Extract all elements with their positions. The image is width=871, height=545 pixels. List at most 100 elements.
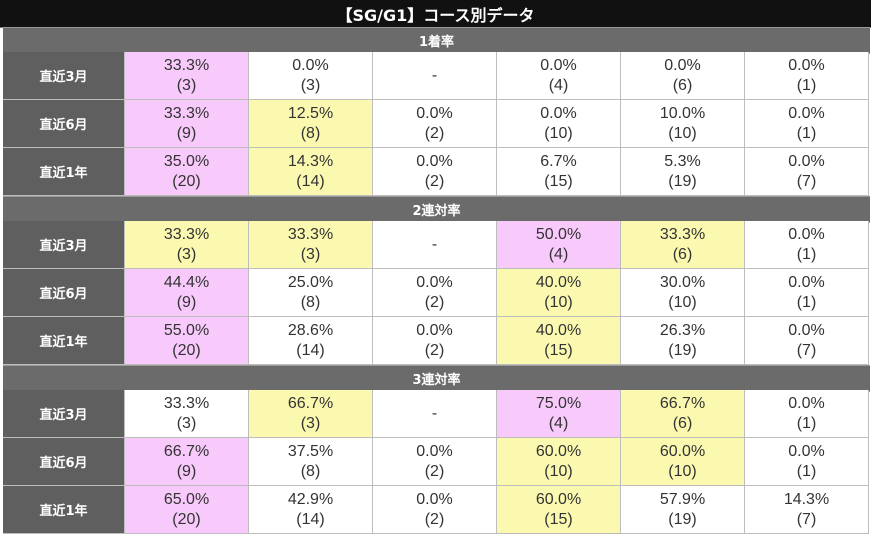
stat-percent: 30.0% xyxy=(659,273,706,291)
stat-percent: - xyxy=(431,66,438,84)
stat-percent: 33.3% xyxy=(163,394,210,412)
stat-cell: 0.0% (7) xyxy=(745,148,869,196)
stat-cell: 33.3% (6) xyxy=(621,221,745,269)
stat-count: (2) xyxy=(424,124,445,142)
stat-cell: 5.3% (19) xyxy=(621,148,745,196)
stat-percent: 0.0% xyxy=(540,104,577,122)
stat-count: (14) xyxy=(296,341,325,359)
stat-cell: 35.0% (20) xyxy=(125,148,249,196)
stat-count: (7) xyxy=(796,341,817,359)
table-row: 直近3月 33.3% (3) 33.3% (3) - 50.0% (4) 33.3% (6) 0.0… xyxy=(3,221,870,269)
row-label: 直近6月 xyxy=(3,269,125,317)
stat-cell: 14.3% (7) xyxy=(745,486,869,534)
row-label: 直近1年 xyxy=(3,486,125,534)
stat-cell: 0.0% (1) xyxy=(745,390,869,438)
stat-cell: 28.6% (14) xyxy=(249,317,373,365)
stat-cell: 0.0% (2) xyxy=(373,438,497,486)
stat-cell: 0.0% (4) xyxy=(497,52,621,100)
stat-count: (3) xyxy=(300,245,321,263)
stat-cell: 60.0% (10) xyxy=(621,438,745,486)
stat-count: (19) xyxy=(668,172,697,190)
stat-cell: 0.0% (6) xyxy=(621,52,745,100)
stat-cell: 33.3% (3) xyxy=(125,52,249,100)
stat-percent: 44.4% xyxy=(163,273,210,291)
stat-percent: 33.3% xyxy=(163,104,210,122)
row-label: 直近3月 xyxy=(3,390,125,438)
stat-cell: 14.3% (14) xyxy=(249,148,373,196)
stat-cell: 55.0% (20) xyxy=(125,317,249,365)
stat-cell: 0.0% (1) xyxy=(745,221,869,269)
stat-cell: 50.0% (4) xyxy=(497,221,621,269)
stat-cell: 0.0% (1) xyxy=(745,100,869,148)
stat-count: (3) xyxy=(176,76,197,94)
stat-cell: 26.3% (19) xyxy=(621,317,745,365)
stat-cell: 0.0% (2) xyxy=(373,317,497,365)
stat-cell: 33.3% (3) xyxy=(125,221,249,269)
stat-percent: 14.3% xyxy=(287,152,334,170)
stat-cell: 33.3% (3) xyxy=(249,221,373,269)
stat-percent: 0.0% xyxy=(540,56,577,74)
stat-cell: - xyxy=(373,390,497,438)
stat-cell: 0.0% (7) xyxy=(745,317,869,365)
stat-cell: 33.3% (3) xyxy=(125,390,249,438)
stat-cell: 60.0% (15) xyxy=(497,486,621,534)
stat-count: (19) xyxy=(668,341,697,359)
stat-count: (4) xyxy=(548,414,569,432)
stat-count: (3) xyxy=(300,76,321,94)
stat-count: (10) xyxy=(668,462,697,480)
stat-cell: - xyxy=(373,52,497,100)
stat-count: (10) xyxy=(544,293,573,311)
stat-count: (1) xyxy=(796,414,817,432)
stat-count: (9) xyxy=(176,124,197,142)
stat-percent: 57.9% xyxy=(659,490,706,508)
stat-count: (3) xyxy=(176,245,197,263)
stat-percent: 42.9% xyxy=(287,490,334,508)
table-row: 直近6月 33.3% (9) 12.5% (8) 0.0% (2) 0.0% (10) 10.0%… xyxy=(3,100,870,148)
stat-percent: 28.6% xyxy=(287,321,334,339)
stat-percent: 33.3% xyxy=(659,225,706,243)
stat-count: (20) xyxy=(172,172,201,190)
stat-count: (10) xyxy=(668,293,697,311)
stat-count: (10) xyxy=(544,462,573,480)
stat-count: (1) xyxy=(796,245,817,263)
stat-count: (6) xyxy=(672,245,693,263)
stat-cell: 37.5% (8) xyxy=(249,438,373,486)
stat-count: (14) xyxy=(296,510,325,528)
stat-cell: 44.4% (9) xyxy=(125,269,249,317)
stat-cell: - xyxy=(373,221,497,269)
stat-cell: 0.0% (2) xyxy=(373,269,497,317)
stat-percent: 0.0% xyxy=(292,56,329,74)
stat-cell: 6.7% (15) xyxy=(497,148,621,196)
stat-count: (20) xyxy=(172,510,201,528)
stat-percent: 60.0% xyxy=(659,442,706,460)
stat-percent: 35.0% xyxy=(163,152,210,170)
table-row: 直近6月 66.7% (9) 37.5% (8) 0.0% (2) 60.0% (10) 60.0… xyxy=(3,438,870,486)
table-row: 直近6月 44.4% (9) 25.0% (8) 0.0% (2) 40.0% (10) 30.0… xyxy=(3,269,870,317)
stat-percent: 6.7% xyxy=(540,152,577,170)
table-row: 直近3月 33.3% (3) 0.0% (3) - 0.0% (4) 0.0% (6) 0.0% (1… xyxy=(3,52,870,100)
stat-percent: 0.0% xyxy=(416,490,453,508)
stat-percent: 0.0% xyxy=(788,321,825,339)
row-label: 直近6月 xyxy=(3,438,125,486)
stat-count: (7) xyxy=(796,510,817,528)
stat-percent: 60.0% xyxy=(535,442,582,460)
stat-percent: 0.0% xyxy=(788,394,825,412)
stat-count: (7) xyxy=(796,172,817,190)
stat-cell: 0.0% (10) xyxy=(497,100,621,148)
stat-cell: 42.9% (14) xyxy=(249,486,373,534)
stat-count: (6) xyxy=(672,414,693,432)
stat-cell: 0.0% (1) xyxy=(745,269,869,317)
stat-percent: 40.0% xyxy=(535,273,582,291)
table-row: 直近1年 55.0% (20) 28.6% (14) 0.0% (2) 40.0% (15) 26… xyxy=(3,317,870,365)
stat-count: (1) xyxy=(796,462,817,480)
stat-percent: 0.0% xyxy=(416,152,453,170)
table-row: 直近1年 35.0% (20) 14.3% (14) 0.0% (2) 6.7% (15) 5.3… xyxy=(3,148,870,196)
section-header: 2連対率 xyxy=(3,196,870,223)
stat-percent: 55.0% xyxy=(163,321,210,339)
stat-percent: 14.3% xyxy=(783,490,830,508)
stat-percent: 26.3% xyxy=(659,321,706,339)
stat-count: (2) xyxy=(424,293,445,311)
row-label: 直近1年 xyxy=(3,317,125,365)
stat-count: (8) xyxy=(300,462,321,480)
table-row: 直近3月 33.3% (3) 66.7% (3) - 75.0% (4) 66.7% (6) 0.0… xyxy=(3,390,870,438)
